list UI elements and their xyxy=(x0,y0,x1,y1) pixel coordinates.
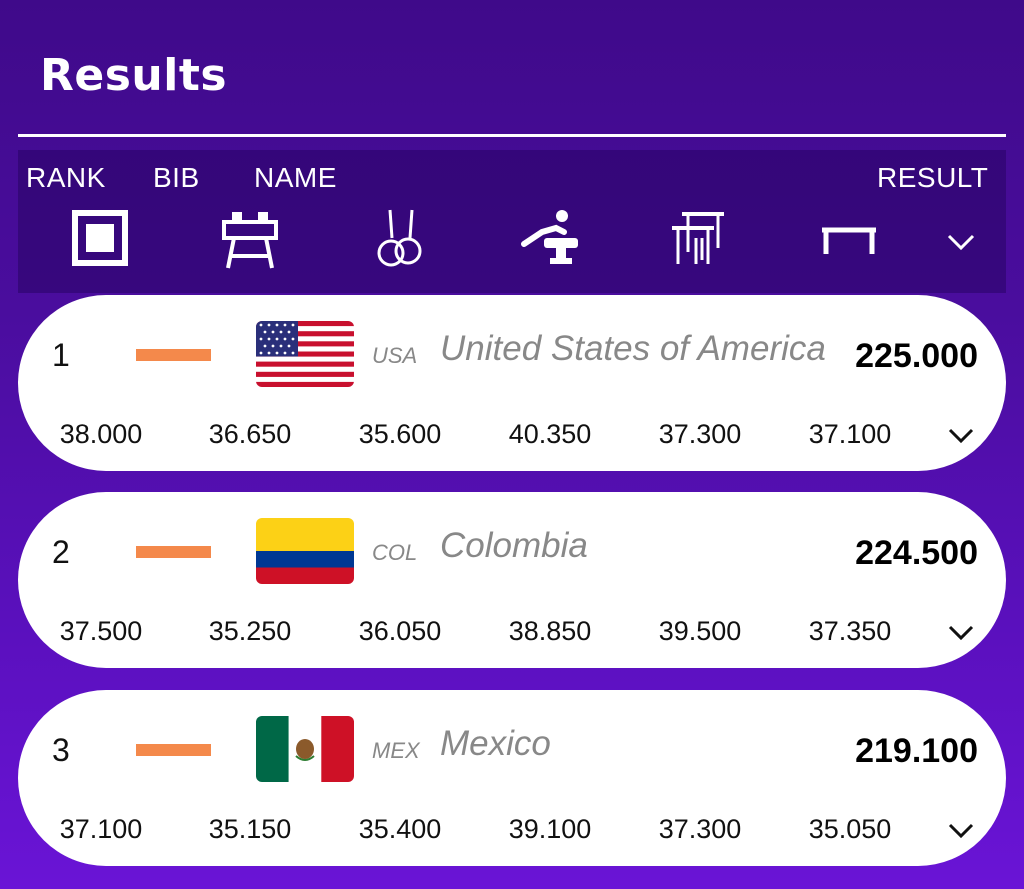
apparatus-score: 37.100 xyxy=(59,814,143,844)
apparatus-score: 39.100 xyxy=(508,814,592,844)
apparatus-scores: 37.500 35.250 36.050 38.850 39.500 37.35… xyxy=(18,616,1006,656)
total-score: 219.100 xyxy=(855,732,978,770)
apparatus-score: 35.400 xyxy=(358,814,442,844)
bib-column-header[interactable]: BIB xyxy=(153,162,200,193)
mexico-flag-icon xyxy=(256,716,354,782)
floor-exercise-icon[interactable] xyxy=(72,208,128,268)
country-name: Mexico xyxy=(440,724,551,763)
country-code: MEX xyxy=(372,738,420,763)
header-divider xyxy=(18,134,1006,137)
apparatus-scores: 38.000 36.650 35.600 40.350 37.300 37.10… xyxy=(18,419,1006,459)
apparatus-header xyxy=(18,150,1006,293)
apparatus-score: 35.150 xyxy=(208,814,292,844)
country-name: United States of America xyxy=(440,329,826,368)
name-column-header[interactable]: NAME xyxy=(254,162,337,193)
page-title: Results xyxy=(40,50,228,101)
apparatus-score: 37.500 xyxy=(59,616,143,646)
bib-placeholder xyxy=(136,744,211,756)
parallel-bars-icon[interactable] xyxy=(668,208,728,268)
rank-value: 1 xyxy=(52,337,70,373)
expand-row-chevron-icon[interactable] xyxy=(946,622,976,649)
apparatus-score: 36.050 xyxy=(358,616,442,646)
apparatus-score: 40.350 xyxy=(508,419,592,449)
rings-icon[interactable] xyxy=(376,208,426,270)
apparatus-score: 36.650 xyxy=(208,419,292,449)
apparatus-score: 37.100 xyxy=(808,419,892,449)
rank-value: 3 xyxy=(52,732,70,768)
result-row[interactable]: 1 USA United States of America 225.000 3… xyxy=(18,295,1006,471)
rank-column-header[interactable]: RANK xyxy=(26,162,106,193)
apparatus-score: 35.050 xyxy=(808,814,892,844)
chevron-down-icon[interactable] xyxy=(944,230,978,259)
expand-row-chevron-icon[interactable] xyxy=(946,820,976,847)
colombia-flag-icon xyxy=(256,518,354,584)
vault-icon[interactable] xyxy=(520,208,582,268)
total-score: 225.000 xyxy=(855,337,978,375)
rank-value: 2 xyxy=(52,534,70,570)
result-column-header[interactable]: RESULT xyxy=(877,162,989,193)
bib-placeholder xyxy=(136,546,211,558)
apparatus-score: 37.350 xyxy=(808,616,892,646)
pommel-horse-icon[interactable] xyxy=(220,208,280,270)
apparatus-score: 38.850 xyxy=(508,616,592,646)
apparatus-score: 39.500 xyxy=(658,616,742,646)
total-score: 224.500 xyxy=(855,534,978,572)
country-code: COL xyxy=(372,540,418,565)
bib-placeholder xyxy=(136,349,211,361)
country-code: USA xyxy=(372,343,418,368)
usa-flag-icon xyxy=(256,321,354,387)
expand-row-chevron-icon[interactable] xyxy=(946,425,976,452)
country-name: Colombia xyxy=(440,526,588,565)
apparatus-score: 35.250 xyxy=(208,616,292,646)
apparatus-score: 38.000 xyxy=(59,419,143,449)
apparatus-score: 37.300 xyxy=(658,814,742,844)
apparatus-score: 37.300 xyxy=(658,419,742,449)
result-row[interactable]: 3 MEX Mexico 219.100 37.100 35.150 35.40… xyxy=(18,690,1006,866)
apparatus-scores: 37.100 35.150 35.400 39.100 37.300 35.05… xyxy=(18,814,1006,854)
apparatus-score: 35.600 xyxy=(358,419,442,449)
horizontal-bar-icon[interactable] xyxy=(820,208,878,268)
result-row[interactable]: 2 COL Colombia 224.500 37.500 35.250 36.… xyxy=(18,492,1006,668)
